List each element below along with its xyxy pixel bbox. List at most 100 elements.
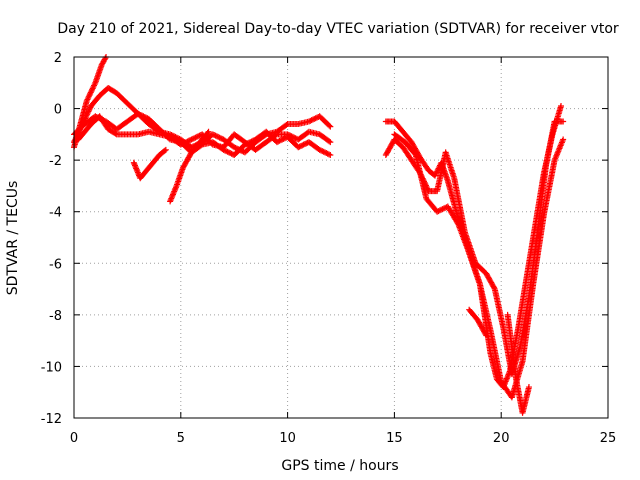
data-point [438, 206, 445, 213]
data-point [560, 136, 567, 143]
data-point [112, 130, 119, 137]
data-point [213, 133, 220, 140]
y-tick-label: -12 [41, 412, 62, 427]
data-point [225, 149, 232, 156]
data-point [88, 88, 95, 95]
data-point [525, 384, 532, 391]
series-track-d [75, 113, 334, 153]
data-point [89, 86, 96, 93]
series-track-k [504, 311, 532, 416]
data-point [209, 131, 216, 138]
x-tick-label: 25 [600, 431, 617, 446]
x-axis-title: GPS time / hours [281, 458, 398, 474]
data-point [435, 208, 442, 215]
data-point [83, 112, 90, 119]
data-point [185, 137, 192, 144]
data-point [84, 96, 91, 103]
y-tick-label: -2 [49, 154, 62, 169]
data-point [85, 93, 92, 100]
data-point [136, 111, 143, 118]
data-point [301, 141, 308, 148]
data-point [491, 284, 498, 291]
data-point [277, 137, 284, 144]
data-point [283, 121, 290, 128]
data-point [287, 132, 294, 139]
data-point [143, 114, 150, 121]
data-point [193, 133, 200, 140]
data-point [85, 95, 92, 102]
data-point [248, 138, 255, 145]
data-point [84, 109, 91, 116]
data-point [300, 141, 307, 148]
grid [74, 57, 608, 418]
data-point [140, 113, 147, 120]
data-point [295, 144, 302, 151]
data-point [177, 141, 184, 148]
data-point [180, 140, 187, 147]
data-point [275, 138, 282, 145]
data-point [299, 142, 306, 149]
data-point [183, 139, 190, 146]
data-point [439, 206, 446, 213]
data-point [184, 138, 191, 145]
data-point [216, 134, 223, 141]
x-tick-label: 10 [279, 431, 296, 446]
data-point [319, 148, 326, 155]
data-point [181, 139, 188, 146]
y-tick-label: -6 [49, 257, 62, 272]
data-point [324, 150, 331, 157]
data-point [560, 118, 567, 125]
data-point [285, 132, 292, 139]
data-point [327, 139, 334, 146]
data-point [232, 144, 239, 151]
data-point [326, 122, 333, 129]
data-point [179, 141, 186, 148]
data-point [102, 55, 109, 62]
data-point [309, 116, 316, 123]
y-tick-label: -8 [49, 309, 62, 324]
data-point [317, 147, 324, 154]
x-tick-label: 0 [70, 431, 78, 446]
data-point [162, 146, 169, 153]
data-point [86, 92, 93, 99]
data-point [308, 117, 315, 124]
data-point [316, 146, 323, 153]
series-track-j [466, 306, 490, 339]
x-tick-label: 5 [177, 431, 185, 446]
data-point [279, 136, 286, 143]
data-point [325, 151, 332, 158]
data-point [296, 143, 303, 150]
data-point [71, 137, 78, 144]
data-point [82, 114, 89, 121]
data-point [188, 136, 195, 143]
data-point [227, 150, 234, 157]
data-point [87, 90, 94, 97]
data-point [231, 144, 238, 151]
x-tick-label: 15 [386, 431, 403, 446]
data-point [86, 107, 93, 114]
data-point [89, 85, 96, 92]
data-point [215, 133, 222, 140]
x-tick-label: 20 [493, 431, 510, 446]
data-point [305, 118, 312, 125]
data-point [91, 81, 98, 88]
data-point [482, 331, 489, 338]
data-point [212, 132, 219, 139]
data-point [223, 148, 230, 155]
data-point [141, 113, 148, 120]
data-point [312, 115, 319, 122]
data-point [289, 133, 296, 140]
data-point [191, 135, 198, 142]
data-point [211, 132, 218, 139]
data-point [192, 134, 199, 141]
data-point [204, 129, 211, 136]
data-point [90, 83, 97, 90]
data-point [272, 132, 279, 139]
data-point [224, 148, 231, 155]
data-point [436, 207, 443, 214]
y-tick-label: -4 [49, 206, 62, 221]
data-point [276, 137, 283, 144]
series-track-f [167, 128, 212, 205]
